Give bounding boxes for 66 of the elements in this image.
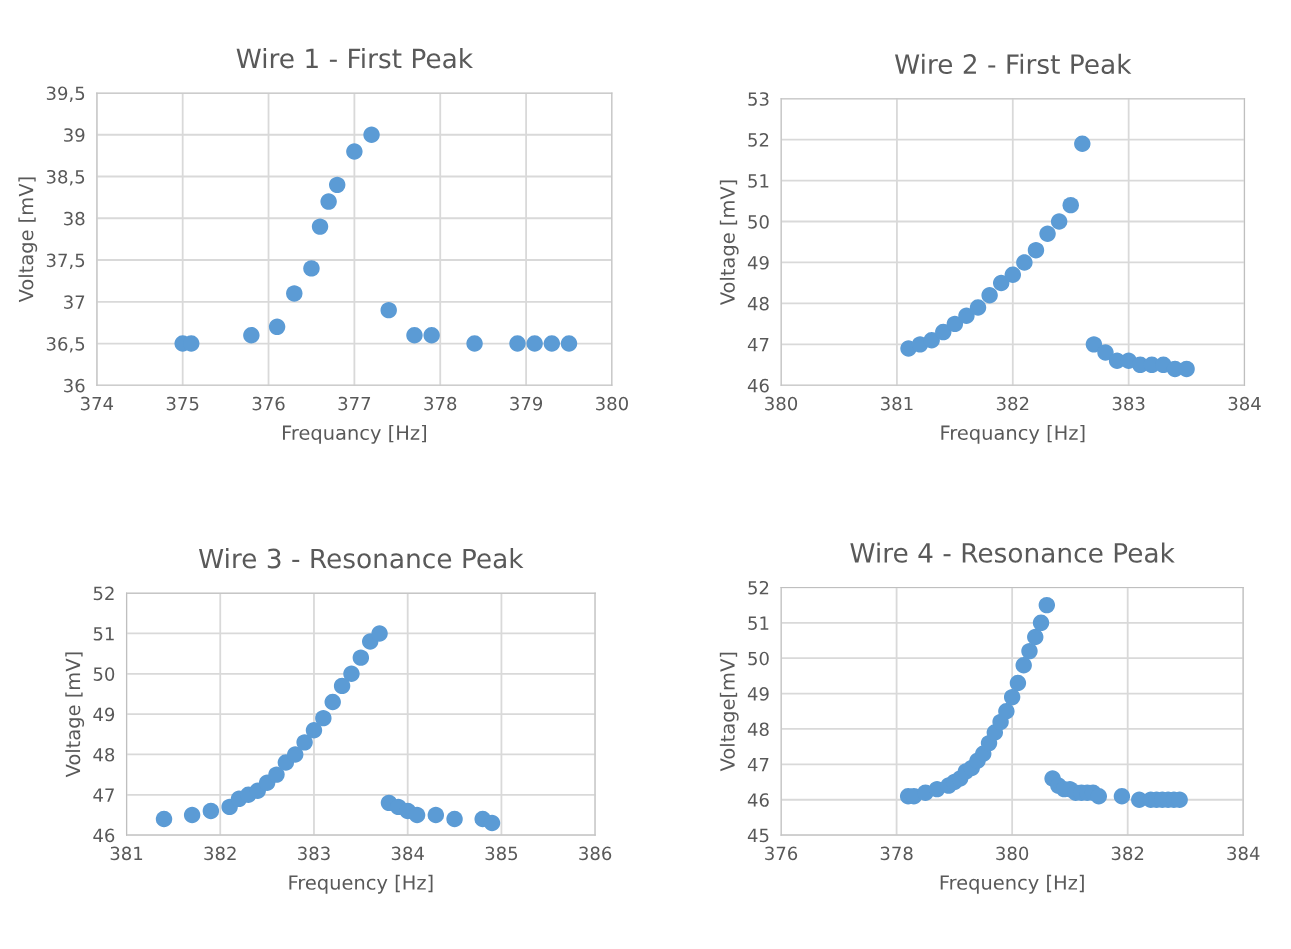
x-tick-label: 384 [391,846,424,861]
x-tick-label: 377 [338,396,371,411]
y-tick-label: 52 [748,133,769,147]
x-tick-label: 382 [204,846,236,861]
y-axis-title: Voltage [mV] [719,180,739,306]
chart-title: Wire 2 - First Peak [894,53,1132,75]
y-tick-label: 47 [93,788,114,802]
x-tick-label: 384 [1227,846,1260,861]
y-tick-label: 36 [64,378,85,393]
y-tick-label: 46 [747,378,769,393]
y-tick-label: 49 [747,255,769,270]
x-axis-title: Frequency [Hz] [289,874,433,894]
chart-title: Wire 4 - Resonance Peak [850,542,1175,563]
x-tick-label: 381 [110,846,143,861]
x-tick-label: 382 [996,396,1029,411]
y-tick-label: 45 [747,828,769,843]
y-tick-label: 38,5 [46,169,85,186]
x-axis-title: Frequency [Hz] [940,874,1084,894]
y-tick-label: 37 [64,295,85,309]
y-tick-label: 52 [93,586,114,601]
y-tick-label: 49 [747,687,769,701]
y-tick-label: 47 [747,758,769,772]
y-tick-label: 51 [748,174,769,188]
y-tick-label: 48 [93,747,115,762]
y-tick-label: 51 [748,616,769,630]
y-axis-title: Voltage[mV] [719,652,739,772]
y-tick-label: 37,5 [46,253,85,269]
x-tick-label: 378 [424,396,457,411]
x-tick-label: 379 [510,396,543,411]
x-tick-label: 383 [1112,396,1145,411]
y-tick-label: 50 [748,214,769,229]
x-tick-label: 380 [996,846,1029,861]
y-tick-label: 46 [747,793,769,807]
y-tick-label: 39 [64,128,85,142]
x-tick-label: 382 [1111,846,1144,861]
y-tick-label: 53 [748,92,769,106]
y-tick-label: 51 [93,627,114,641]
y-tick-label: 48 [747,296,769,311]
x-tick-label: 381 [881,396,913,411]
x-tick-label: 386 [579,846,612,861]
x-tick-label: 380 [765,396,798,411]
y-tick-label: 50 [93,667,115,681]
chart-title: Wire 3 - Resonance Peak [198,548,524,569]
y-tick-label: 46 [93,828,115,843]
y-tick-label: 39,5 [46,86,85,102]
x-tick-label: 378 [880,846,913,861]
y-axis-title: Voltage [mV] [65,652,85,778]
x-tick-label: 374 [80,396,114,411]
chart-title: Wire 1 - First Peak [236,47,473,69]
y-tick-label: 49 [93,707,115,722]
x-tick-label: 376 [765,846,798,861]
x-tick-label: 385 [485,846,518,861]
y-tick-label: 47 [747,338,769,352]
x-tick-label: 383 [298,846,330,861]
y-axis-title: Voltage [mV] [18,177,38,303]
x-tick-label: 384 [1228,396,1261,411]
y-tick-label: 36,5 [46,337,85,353]
x-tick-label: 380 [596,396,628,411]
x-axis-title: Frequancy [Hz] [283,424,426,444]
x-tick-label: 375 [166,396,199,411]
x-tick-label: 376 [252,396,285,411]
y-tick-label: 38 [64,211,85,226]
y-tick-label: 50 [748,651,769,666]
y-tick-label: 52 [748,580,769,595]
y-tick-label: 48 [747,722,769,737]
x-axis-title: Frequancy [Hz] [941,424,1085,444]
